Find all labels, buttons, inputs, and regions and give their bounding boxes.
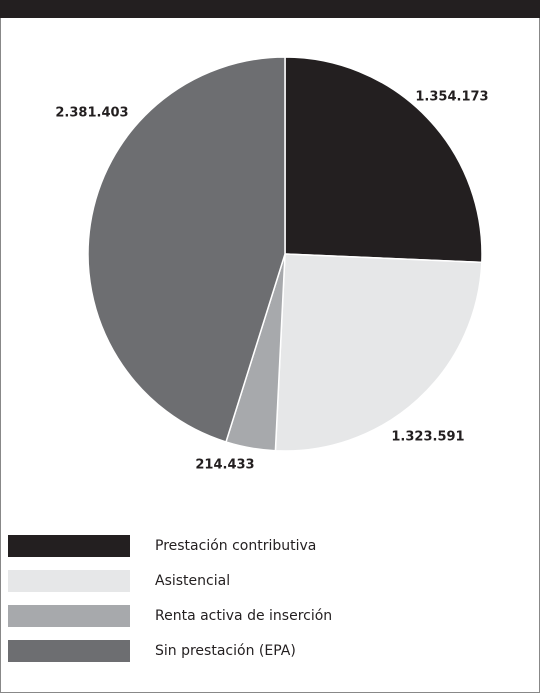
- legend-label: Renta activa de inserción: [155, 608, 332, 624]
- legend-swatch: [8, 570, 130, 592]
- legend-label: Asistencial: [155, 573, 230, 589]
- pie-slice: [284, 56, 483, 264]
- legend-swatch: [8, 605, 130, 627]
- value-label: 1.323.591: [391, 430, 464, 445]
- legend-swatch: [8, 535, 130, 557]
- value-label: 2.381.403: [55, 106, 128, 121]
- legend-label: Sin prestación (EPA): [155, 643, 296, 659]
- value-label: 1.354.173: [415, 90, 488, 105]
- legend-swatch: [8, 640, 130, 662]
- pie-slice: [274, 253, 483, 452]
- legend-label: Prestación contributiva: [155, 538, 316, 554]
- pie-slice: [87, 56, 286, 443]
- header-bar: [0, 0, 540, 18]
- value-label: 214.433: [195, 458, 254, 473]
